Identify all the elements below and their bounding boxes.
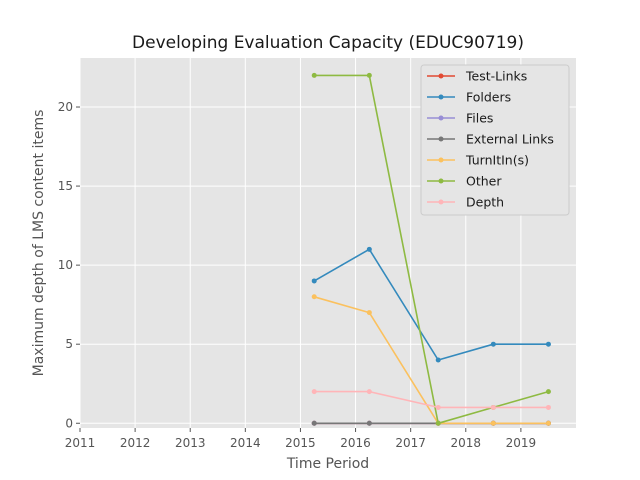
data-point (366, 72, 372, 78)
y-axis-label: Maximum depth of LMS content items (31, 110, 47, 377)
x-tick-label: 2011 (65, 436, 96, 450)
legend-item: Other (427, 174, 502, 189)
series-folders (311, 246, 551, 363)
legend-marker (438, 73, 444, 79)
legend-item: External Links (427, 132, 554, 147)
data-point (435, 404, 441, 410)
data-point (545, 389, 551, 395)
data-point (435, 357, 441, 363)
x-tick-label: 2017 (395, 436, 426, 450)
chart-title: Developing Evaluation Capacity (EDUC9071… (132, 33, 524, 53)
legend-item: TurnItIn(s) (427, 153, 529, 168)
x-tick-label: 2016 (340, 436, 371, 450)
legend-label: Depth (466, 195, 504, 210)
legend-item: Folders (427, 90, 511, 105)
legend-marker (438, 157, 444, 163)
y-tick-label: 20 (58, 100, 73, 114)
legend-label: External Links (466, 132, 554, 147)
legend-marker (438, 178, 444, 184)
legend-box (420, 64, 570, 216)
legend-marker (438, 136, 444, 142)
data-point (366, 246, 372, 252)
legend-marker (438, 115, 444, 121)
legend-label: Files (466, 111, 493, 126)
data-point (490, 420, 496, 426)
data-point (311, 72, 317, 78)
x-tick-label: 2018 (451, 436, 482, 450)
data-point (311, 278, 317, 284)
data-point (545, 404, 551, 410)
data-point (490, 341, 496, 347)
series-depth (311, 389, 551, 410)
legend: Test-Links Folders Files External Links Turn… (420, 64, 570, 216)
data-point (311, 294, 317, 300)
y-tick-label: 15 (58, 179, 73, 193)
legend-item: Test-Links (427, 69, 527, 84)
legend-item: Depth (427, 195, 504, 210)
data-point (311, 420, 317, 426)
data-point (366, 310, 372, 316)
x-tick-label: 2013 (175, 436, 206, 450)
legend-label: Folders (466, 90, 511, 105)
data-point (435, 420, 441, 426)
x-tick-label: 2012 (120, 436, 151, 450)
legend-marker (438, 94, 444, 100)
data-point (366, 389, 372, 395)
data-point (490, 404, 496, 410)
x-tick-label: 2015 (285, 436, 316, 450)
data-point (545, 420, 551, 426)
y-tick-label: 0 (65, 416, 73, 430)
data-point (366, 420, 372, 426)
y-tick-label: 10 (58, 258, 73, 272)
y-tick-label: 5 (65, 337, 73, 351)
x-tick-label: 2019 (506, 436, 537, 450)
series-layer (311, 72, 551, 426)
legend-item: Files (427, 111, 493, 126)
data-point (311, 389, 317, 395)
ticks: 2011 2012 2013 2014 2015 2016 2017 2018 20190510… (58, 100, 536, 450)
x-axis-label: Time Period (286, 456, 369, 472)
x-tick-label: 2014 (230, 436, 261, 450)
legend-label: Test-Links (465, 69, 527, 84)
legend-label: Other (466, 174, 502, 189)
data-point (545, 341, 551, 347)
legend-marker (438, 199, 444, 205)
legend-label: TurnItIn(s) (465, 153, 529, 168)
